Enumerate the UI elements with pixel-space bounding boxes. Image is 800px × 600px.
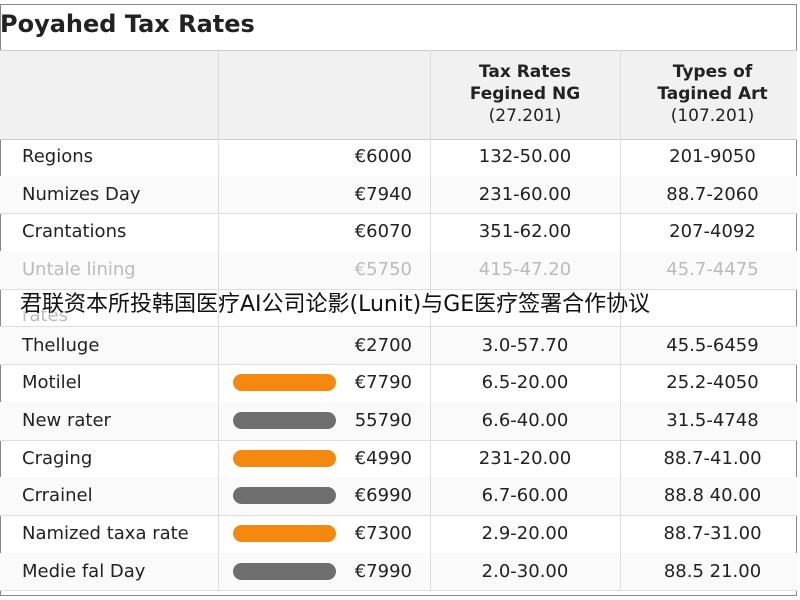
table-cell: 45.5-6459 [666, 334, 759, 356]
bar-pill [233, 411, 336, 429]
table-cell: Namized taxa rate [22, 523, 189, 544]
table-cell: rates [22, 304, 68, 326]
column-divider [218, 50, 219, 590]
table-cell: New rater [22, 409, 111, 431]
table-header: Tax Rates Fegined NG (27.201) Types of T… [0, 50, 797, 140]
table-cell: 55790 [354, 409, 412, 431]
table-cell: Crrainel [22, 485, 93, 507]
table-row: Untale lining €5750 415-47.20 45.7-4475 [0, 251, 797, 290]
table-cell: 88.8 40.00 [663, 485, 762, 507]
table-cell: 6.5-20.00 [481, 372, 569, 394]
header-cell: Types of Tagined Art (107.201) [620, 61, 800, 127]
table-cell: €6070 [354, 221, 412, 243]
table-cell: 31.5-4748 [666, 409, 759, 431]
table-row: Crrainel €6990 6.7-60.00 88.8 40.00 [0, 477, 797, 516]
table-row: Medie fal Day €7990 2.0-30.00 88.5 21.00 [0, 552, 797, 592]
header-line: Tax Rates [478, 62, 572, 82]
table-cell: 2.0-30.00 [481, 560, 569, 582]
bar-pill [233, 487, 336, 505]
table-cell: 231-60.00 [478, 183, 572, 205]
frame [0, 4, 797, 596]
header-line: (107.201) [670, 106, 755, 126]
table-cell: 201-9050 [669, 146, 756, 167]
overlay-caption: 君联资本所投韩国医疗AI公司论影(Lunit)与GE医疗签署合作协议 [20, 292, 651, 317]
table-cell: Medie fal Day [22, 560, 146, 582]
header-line: Fegined NG [469, 84, 581, 104]
table-cell: Untale lining [22, 259, 136, 281]
table-cell: €6000 [354, 146, 412, 167]
table-cell: 25.2-4050 [666, 372, 759, 394]
table-row: Thelluge €2700 3.0-57.70 45.5-6459 [0, 326, 797, 366]
table-row: Numizes Day €7940 231-60.00 88.7-2060 [0, 175, 797, 215]
table-cell: 88.5 21.00 [663, 560, 762, 582]
bar-pill [233, 562, 336, 580]
bar-pill [233, 374, 336, 392]
table-cell: €5750 [354, 259, 412, 281]
table-row: New rater 55790 6.6-40.00 31.5-4748 [0, 401, 797, 441]
table-cell: 6.6-40.00 [481, 409, 569, 431]
table-cell: €7990 [354, 560, 412, 582]
table-row: Namized taxa rate €7300 2.9-20.00 88.7-31.0… [0, 515, 797, 554]
table-cell: 88.7-2060 [666, 183, 759, 205]
page-title: Poyahed Tax Rates [0, 10, 255, 38]
table-cell: Crantations [22, 221, 127, 243]
table-cell: 45.7-4475 [666, 259, 759, 281]
table-row: Craging €4990 231-20.00 88.7-41.00 [0, 440, 797, 479]
table-cell: €4990 [354, 447, 412, 469]
header-line: Types of [672, 62, 753, 82]
table-cell: €7790 [354, 372, 412, 394]
table-cell: €6990 [354, 485, 412, 507]
table-cell: Numizes Day [22, 183, 141, 205]
table-row: Regions €6000 132-50.00 201-9050 [0, 138, 797, 177]
header-cell: Tax Rates Fegined NG (27.201) [430, 61, 620, 127]
header-line: (27.201) [488, 106, 562, 126]
table-cell: 207-4092 [669, 221, 756, 243]
table-cell: 88.7-41.00 [663, 447, 762, 469]
column-divider [430, 50, 431, 590]
table-cell: 132-50.00 [478, 146, 572, 167]
table-cell: €7940 [354, 183, 412, 205]
bar-pill [233, 525, 336, 542]
table-cell: 231-20.00 [478, 447, 572, 469]
table-cell: 2.9-20.00 [481, 523, 569, 544]
table-cell: 88.7-31.00 [663, 523, 762, 544]
table-cell: Thelluge [22, 334, 100, 356]
table-cell: 351-62.00 [478, 221, 572, 243]
table-cell: Regions [22, 146, 93, 167]
table-cell: Motilel [22, 372, 82, 394]
table-cell: 3.0-57.70 [481, 334, 569, 356]
bar-pill [233, 449, 336, 467]
column-divider [620, 50, 621, 590]
table-row: Crantations €6070 351-62.00 207-4092 [0, 213, 797, 253]
table-row: Motilel €7790 6.5-20.00 25.2-4050 [0, 364, 797, 403]
table-cell: €2700 [354, 334, 412, 356]
table-cell: Craging [22, 447, 93, 469]
table-cell: 6.7-60.00 [481, 485, 569, 507]
table-cell: 415-47.20 [478, 259, 572, 281]
header-line: Tagined Art [657, 84, 768, 104]
table-cell: €7300 [354, 523, 412, 544]
